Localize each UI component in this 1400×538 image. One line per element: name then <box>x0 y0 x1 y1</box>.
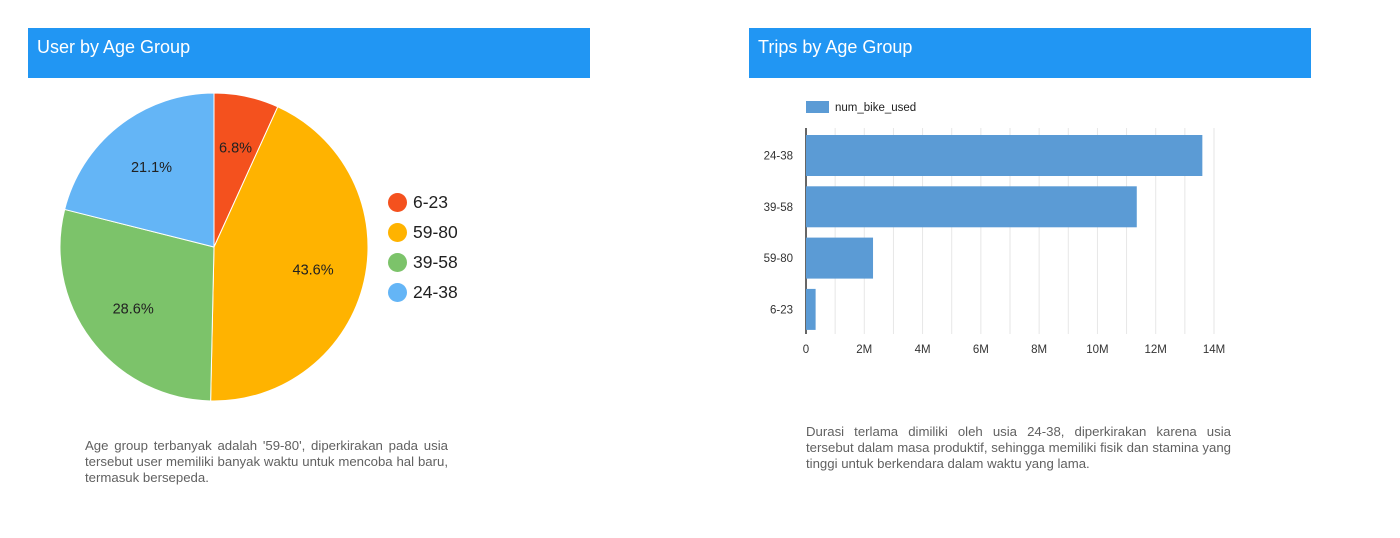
bar-24-38 <box>806 135 1203 176</box>
user-age-panel-title: User by Age Group <box>28 28 590 78</box>
pie-slice-59-80 <box>210 106 369 402</box>
pie-slice-24-38 <box>64 92 215 248</box>
pie-slice-39-58 <box>59 208 215 402</box>
bar-x-tick-label: 4M <box>915 344 931 356</box>
bar-x-tick-label: 12M <box>1145 344 1167 356</box>
bar-x-tick-label: 0 <box>803 344 809 356</box>
legend-swatch <box>388 253 407 272</box>
bar-legend-label: num_bike_used <box>835 102 916 114</box>
bar-59-80 <box>806 237 874 279</box>
bar-category-label-39-58: 39-58 <box>764 202 793 214</box>
bar-6-23 <box>806 288 816 330</box>
bar-category-label-24-38: 24-38 <box>764 151 793 163</box>
legend-label: 59-80 <box>413 222 458 242</box>
trips-age-panel-title: Trips by Age Group <box>749 28 1311 78</box>
legend-label: 24-38 <box>413 282 458 302</box>
pie-slice-label-6-23: 6.8% <box>219 141 252 157</box>
pie-slice-label-39-58: 28.6% <box>113 302 154 318</box>
legend-swatch <box>388 283 407 302</box>
legend-label: 39-58 <box>413 252 458 272</box>
user-age-description: Age group terbanyak adalah '59-80', dipe… <box>85 438 448 485</box>
trips-age-bar-chart: 0 2M 4M 6M 8M 10M 12M 14M 24-38 39-58 59-80 6-23 num… <box>764 101 1225 356</box>
user-age-pie-chart: 6.8% 43.6% 28.6% 21.1% <box>59 92 369 402</box>
legend-swatch <box>388 193 407 212</box>
legend-label: 6-23 <box>413 192 449 212</box>
bar-x-tick-label: 2M <box>856 344 872 356</box>
bar-x-tick-label: 6M <box>973 344 989 356</box>
bar-x-tick-label: 10M <box>1086 344 1108 356</box>
bar-legend-swatch <box>806 101 829 113</box>
bar-x-tick-label: 8M <box>1031 344 1047 356</box>
bar-category-label-6-23: 6-23 <box>770 304 793 316</box>
legend-swatch <box>388 223 407 242</box>
bar-39-58 <box>806 186 1137 228</box>
pie-slice-label-24-38: 21.1% <box>131 160 172 176</box>
pie-slice-label-59-80: 43.6% <box>293 263 334 279</box>
trips-age-description: Durasi terlama dimiliki oleh usia 24-38,… <box>806 424 1231 471</box>
bar-x-tick-label: 14M <box>1203 344 1225 356</box>
bar-category-label-59-80: 59-80 <box>764 253 793 265</box>
